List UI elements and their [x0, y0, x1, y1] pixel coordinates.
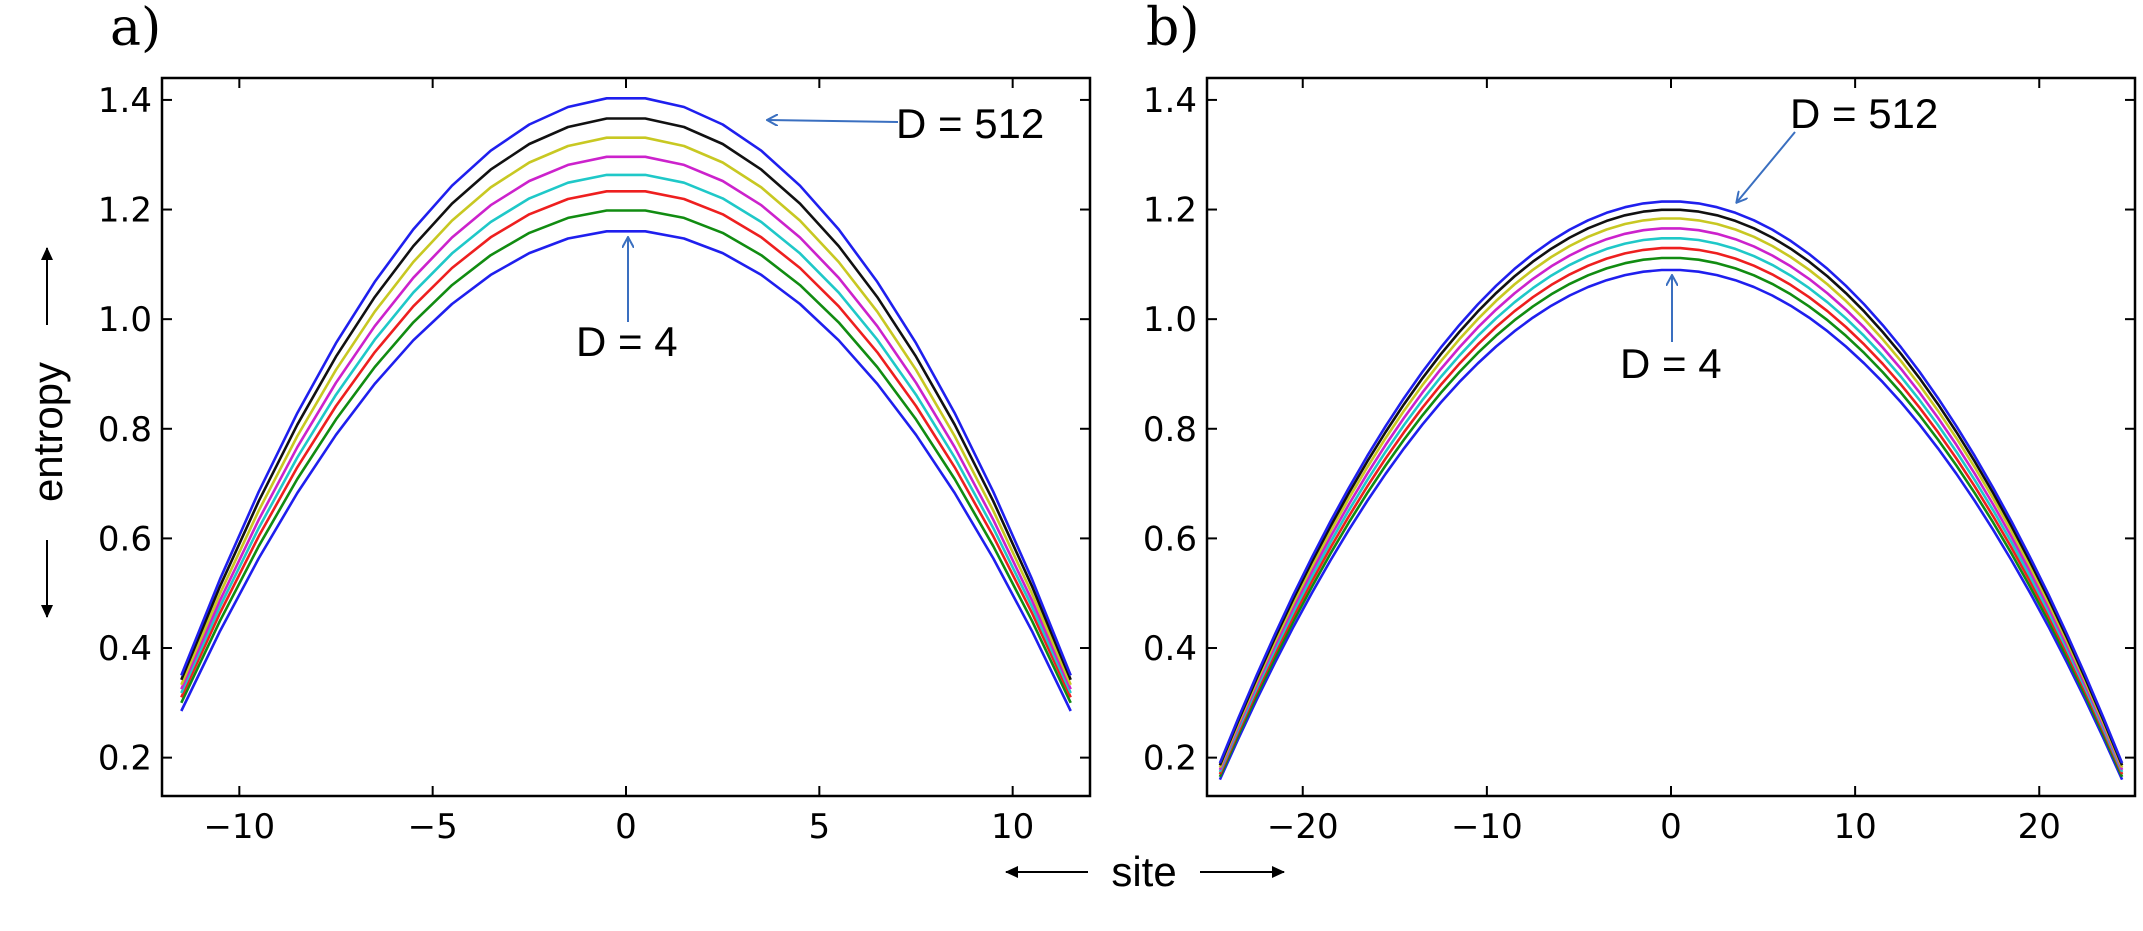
panel-b-xtick-label: −10	[1451, 807, 1523, 847]
panel-a-xtick-label: −10	[203, 807, 275, 847]
panel-b-series-line-8	[1218, 200, 2124, 764]
y-axis-title: entropy	[24, 247, 71, 618]
panel-a-ytick-label: 0.4	[98, 629, 152, 669]
panel-a-series-group	[180, 97, 1072, 712]
panel-a-ytick-label: 1.4	[98, 81, 152, 121]
panel-b-xtick-label: 0	[1660, 807, 1682, 847]
panel-b: b) −20 −10 0 10 20 0.2 0.4 0.6 0.8 1.0 1.2 1.4 D = …	[1143, 0, 2137, 847]
panel-a-frame	[160, 76, 1092, 798]
panel-b-series-line-2	[1218, 256, 2124, 778]
panel-b-label: b)	[1146, 0, 1200, 58]
panel-a-ytick-label: 1.2	[98, 191, 152, 231]
panel-b-ticks: −20 −10 0 10 20 0.2 0.4 0.6 0.8 1.0 1.2 1.4	[1143, 78, 2135, 847]
panel-a-series-line-8	[180, 97, 1072, 676]
panel-b-ytick-label: 1.0	[1143, 300, 1197, 340]
panel-a-series-line-3	[180, 190, 1072, 698]
panel-a-label: a)	[110, 0, 161, 58]
panel-b-ytick-label: 0.6	[1143, 519, 1197, 559]
panel-a-series-line-7	[180, 117, 1072, 681]
panel-b-frame	[1205, 76, 2137, 798]
panel-a-xtick-label: 5	[809, 807, 831, 847]
panel-b-xtick-label: 20	[2018, 807, 2061, 847]
panel-a-xtick-label: 0	[615, 807, 637, 847]
panel-a-series-line-4	[180, 173, 1072, 694]
panel-b-series-line-3	[1218, 246, 2124, 775]
panel-a-series-line-5	[180, 155, 1072, 690]
panel-a-xtick-label: 10	[991, 807, 1034, 847]
panel-b-ytick-label: 0.2	[1143, 739, 1197, 779]
panel-b-xtick-label: 10	[1833, 807, 1876, 847]
panel-b-series-line-7	[1218, 208, 2124, 766]
panel-a: a) −10 −5 0 5 10 0.2 0.4 0.6 0.8 1.0 1.2 1.4 D = 51…	[98, 0, 1092, 847]
panel-a-series-line-1	[180, 230, 1072, 712]
panel-a-arrow-d512	[768, 120, 899, 122]
panel-b-xtick-label: −20	[1267, 807, 1339, 847]
panel-b-arrow-d512	[1737, 131, 1796, 202]
panel-b-series-group	[1218, 200, 2124, 781]
panel-b-ytick-label: 0.8	[1143, 410, 1197, 450]
x-axis-label: site	[1111, 848, 1176, 895]
panel-b-annot-d4: D = 4	[1620, 340, 1722, 387]
panel-b-series-line-6	[1218, 217, 2124, 769]
panel-a-ytick-label: 1.0	[98, 300, 152, 340]
panel-a-ticks: −10 −5 0 5 10 0.2 0.4 0.6 0.8 1.0 1.2 1.4	[98, 78, 1090, 847]
panel-a-series-line-2	[180, 209, 1072, 704]
y-axis-label: entropy	[24, 362, 71, 502]
panel-a-ytick-label: 0.6	[98, 519, 152, 559]
panel-a-annot-d512: D = 512	[896, 100, 1044, 147]
panel-b-ytick-label: 0.4	[1143, 629, 1197, 669]
panel-a-ytick-label: 0.2	[98, 739, 152, 779]
x-axis-title: site	[1005, 848, 1285, 895]
panel-b-ytick-label: 1.2	[1143, 191, 1197, 231]
panel-b-annot-d512: D = 512	[1790, 90, 1938, 137]
panel-a-annot-d4: D = 4	[576, 318, 678, 365]
panel-a-ytick-label: 0.8	[98, 410, 152, 450]
panel-a-xtick-label: −5	[408, 807, 458, 847]
panel-b-series-line-1	[1218, 268, 2124, 781]
panel-b-ytick-label: 1.4	[1143, 81, 1197, 121]
panel-b-series-line-5	[1218, 227, 2124, 771]
panel-b-series-line-4	[1218, 237, 2124, 773]
panel-a-series-line-6	[180, 136, 1072, 686]
